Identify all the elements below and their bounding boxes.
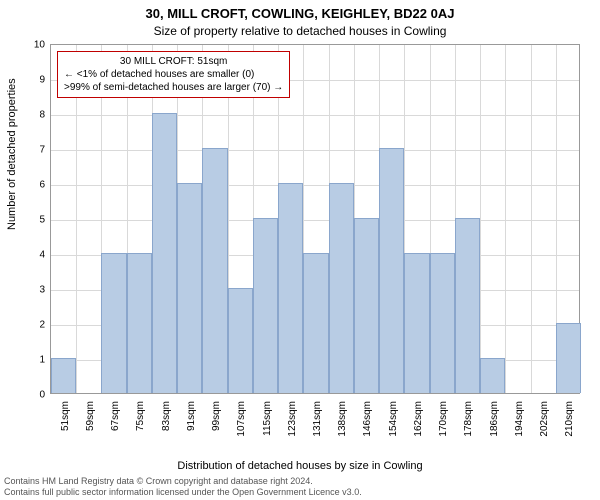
y-tick-label: 3 bbox=[15, 285, 45, 296]
x-tick-label: 91sqm bbox=[186, 401, 197, 431]
x-tick-label: 146sqm bbox=[362, 401, 373, 437]
gridline-vertical bbox=[531, 45, 532, 393]
gridline-vertical bbox=[480, 45, 481, 393]
bar bbox=[329, 183, 354, 393]
gridline-horizontal bbox=[51, 220, 579, 221]
chart-container: 30, MILL CROFT, COWLING, KEIGHLEY, BD22 … bbox=[0, 0, 600, 500]
x-tick-label: 107sqm bbox=[236, 401, 247, 437]
x-tick-label: 83sqm bbox=[161, 401, 172, 431]
bar bbox=[51, 358, 76, 393]
x-tick-label: 67sqm bbox=[110, 401, 121, 431]
y-tick-label: 5 bbox=[15, 215, 45, 226]
y-tick-label: 2 bbox=[15, 320, 45, 331]
bar bbox=[303, 253, 328, 393]
gridline-horizontal bbox=[51, 150, 579, 151]
chart-title-sub: Size of property relative to detached ho… bbox=[0, 24, 600, 38]
footer-line: Contains HM Land Registry data © Crown c… bbox=[4, 476, 362, 487]
y-tick-label: 4 bbox=[15, 250, 45, 261]
bar bbox=[101, 253, 126, 393]
x-tick-label: 202sqm bbox=[539, 401, 550, 437]
bar bbox=[455, 218, 480, 393]
footer-line: Contains full public sector information … bbox=[4, 487, 362, 498]
x-tick-label: 210sqm bbox=[564, 401, 575, 437]
x-tick-label: 170sqm bbox=[438, 401, 449, 437]
y-tick-label: 7 bbox=[15, 145, 45, 156]
y-tick-label: 9 bbox=[15, 75, 45, 86]
x-tick-label: 154sqm bbox=[388, 401, 399, 437]
x-tick-label: 162sqm bbox=[413, 401, 424, 437]
x-tick-label: 51sqm bbox=[60, 401, 71, 431]
bar bbox=[556, 323, 581, 393]
bar bbox=[127, 253, 152, 393]
y-tick-label: 1 bbox=[15, 355, 45, 366]
x-tick-label: 75sqm bbox=[135, 401, 146, 431]
x-tick-label: 194sqm bbox=[514, 401, 525, 437]
gridline-horizontal bbox=[51, 185, 579, 186]
gridline-horizontal bbox=[51, 115, 579, 116]
annotation-line: >99% of semi-detached houses are larger … bbox=[64, 81, 283, 94]
bar bbox=[278, 183, 303, 393]
y-tick-label: 8 bbox=[15, 110, 45, 121]
x-tick-label: 138sqm bbox=[337, 401, 348, 437]
bar bbox=[253, 218, 278, 393]
bar bbox=[354, 218, 379, 393]
bar bbox=[404, 253, 429, 393]
chart-title-main: 30, MILL CROFT, COWLING, KEIGHLEY, BD22 … bbox=[0, 6, 600, 21]
x-tick-label: 99sqm bbox=[211, 401, 222, 431]
x-tick-label: 178sqm bbox=[463, 401, 474, 437]
bar bbox=[430, 253, 455, 393]
bar bbox=[228, 288, 253, 393]
y-tick-label: 6 bbox=[15, 180, 45, 191]
y-tick-label: 0 bbox=[15, 390, 45, 401]
x-tick-label: 186sqm bbox=[489, 401, 500, 437]
x-tick-label: 59sqm bbox=[85, 401, 96, 431]
bar bbox=[177, 183, 202, 393]
y-tick-label: 10 bbox=[15, 40, 45, 51]
gridline-vertical bbox=[505, 45, 506, 393]
footer-text: Contains HM Land Registry data © Crown c… bbox=[4, 476, 362, 498]
x-tick-label: 115sqm bbox=[262, 401, 273, 436]
x-tick-label: 131sqm bbox=[312, 401, 323, 437]
bar bbox=[379, 148, 404, 393]
bar bbox=[202, 148, 227, 393]
plot-region: 01234567891051sqm59sqm67sqm75sqm83sqm91s… bbox=[50, 44, 580, 394]
bar bbox=[152, 113, 177, 393]
plot-area: 01234567891051sqm59sqm67sqm75sqm83sqm91s… bbox=[50, 44, 580, 394]
annotation-line: 30 MILL CROFT: 51sqm bbox=[64, 55, 283, 68]
annotation-line: ← <1% of detached houses are smaller (0) bbox=[64, 68, 283, 81]
annotation-box: 30 MILL CROFT: 51sqm← <1% of detached ho… bbox=[57, 51, 290, 98]
x-axis-label: Distribution of detached houses by size … bbox=[0, 460, 600, 472]
x-tick-label: 123sqm bbox=[287, 401, 298, 437]
bar bbox=[480, 358, 505, 393]
